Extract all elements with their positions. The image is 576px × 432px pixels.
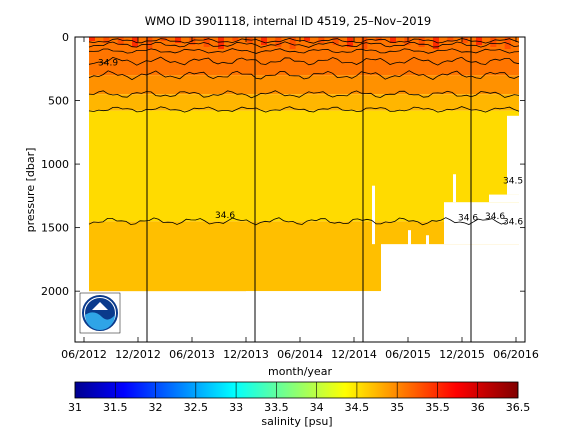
surface-patch	[304, 37, 310, 41]
surface-patch	[461, 37, 468, 43]
surface-patch	[89, 37, 95, 41]
contour-label: 34.6	[485, 212, 505, 222]
no-data-gap-2	[426, 235, 429, 256]
x-axis-ticks: 06/2012 12/2012 06/2013 12/2013 06/2014 12/20…	[61, 37, 539, 361]
y-tick-label: 500	[48, 95, 69, 108]
surface-patch	[504, 37, 511, 49]
chart-title: WMO ID 3901118, internal ID 4519, 25–Nov…	[145, 14, 432, 28]
surface-patch	[117, 37, 124, 45]
colorbar-tick-label: 33.5	[264, 401, 289, 414]
x-tick-label: 12/2013	[223, 348, 269, 361]
surface-patch	[490, 37, 497, 47]
contour-label: 34.6	[458, 213, 478, 223]
contour-34-7	[88, 90, 520, 99]
colorbar-tick-label: 31	[68, 401, 82, 414]
contour-surface-1	[88, 37, 520, 44]
no-data-areas	[246, 115, 521, 341]
surface-patch	[203, 37, 210, 47]
colorbar-tick-label: 32.5	[184, 401, 209, 414]
surface-patch	[447, 37, 454, 41]
salinity-layer-2	[89, 94, 519, 111]
no-data-gap-1	[408, 230, 411, 254]
colorbar-ticks: 31 31.5 32 32.5 33 33.5 34 34.5 35 35.5 36 36.5	[68, 382, 530, 414]
y-axis-ticks: 0 500 1000 1500 2000	[41, 31, 525, 298]
contour-label: 34.9	[98, 58, 118, 68]
y-tick-label: 2000	[41, 285, 69, 298]
surface-patch	[332, 37, 339, 45]
contour-label: 34.6	[215, 211, 235, 221]
colorbar-tick-label: 31.5	[103, 401, 128, 414]
surface-patch	[103, 37, 110, 43]
x-tick-label: 06/2016	[493, 348, 539, 361]
salinity-layer-1	[89, 75, 519, 95]
no-data-mid	[444, 202, 521, 245]
no-data-top	[507, 115, 521, 195]
surface-patch	[289, 37, 296, 49]
surface-patch	[261, 37, 267, 45]
surface-patch	[433, 37, 439, 49]
colorbar-tick-label: 32	[149, 401, 163, 414]
colorbar-tick-label: 34.5	[345, 401, 370, 414]
y-axis-label: pressure [dbar]	[24, 148, 37, 233]
surface-patch	[347, 37, 353, 47]
noaa-logo	[79, 292, 121, 334]
x-tick-label: 06/2012	[61, 348, 107, 361]
surface-patch	[275, 37, 282, 47]
x-tick-label: 12/2014	[331, 348, 377, 361]
colorbar-label: salinity [psu]	[261, 415, 332, 428]
y-tick-label: 1000	[41, 158, 69, 171]
salinity-layer-0	[89, 37, 519, 76]
colorbar-tick-label: 36.5	[506, 401, 531, 414]
contour-34-6-upper	[88, 106, 520, 113]
contour-34-6-lower	[88, 217, 507, 226]
colorbar	[74, 381, 519, 399]
x-tick-label: 06/2014	[277, 348, 323, 361]
y-tick-label: 1500	[41, 222, 69, 235]
x-tick-label: 12/2015	[439, 348, 485, 361]
x-tick-label: 06/2015	[385, 348, 431, 361]
contour-34-9	[88, 56, 520, 66]
surface-patch	[232, 37, 239, 41]
colorbar-tick-label: 36	[471, 401, 485, 414]
contour-surface-2	[88, 41, 520, 48]
salinity-section: 34.934.6 34.6 34.634.634.5	[88, 37, 523, 342]
contour-labels: 34.934.6 34.6 34.634.634.5	[98, 58, 523, 227]
no-data-deep	[381, 244, 521, 341]
salinity-layers	[89, 37, 519, 292]
surface-patch	[146, 37, 153, 49]
surface-patch	[175, 37, 181, 43]
contour-label: 34.6	[503, 217, 523, 227]
colorbar-tick-label: 34	[310, 401, 324, 414]
no-data-upper	[489, 194, 521, 203]
contour-lines	[88, 37, 520, 226]
y-tick-label: 0	[62, 31, 69, 44]
no-data-gap-3	[453, 174, 456, 203]
year-boundaries	[146, 37, 472, 342]
surface-patch	[404, 37, 411, 45]
x-tick-label: 06/2013	[169, 348, 215, 361]
colorbar-tick-label: 33	[229, 401, 243, 414]
surface-patch	[390, 37, 396, 43]
x-axis-label: month/year	[268, 365, 332, 378]
surface-patch	[375, 37, 382, 41]
no-data-gap-0	[372, 185, 375, 245]
colorbar-tick-label: 35.5	[425, 401, 450, 414]
surface-patch	[418, 37, 425, 47]
no-data-bottom	[246, 291, 381, 297]
contour-label: 34.5	[503, 177, 523, 187]
contour-34-8	[88, 70, 520, 81]
colorbar-tick-label: 35	[390, 401, 404, 414]
surface-patch	[318, 37, 325, 43]
surface-patch	[218, 37, 224, 49]
contour-surface-3	[88, 48, 520, 54]
x-tick-label: 12/2012	[115, 348, 161, 361]
